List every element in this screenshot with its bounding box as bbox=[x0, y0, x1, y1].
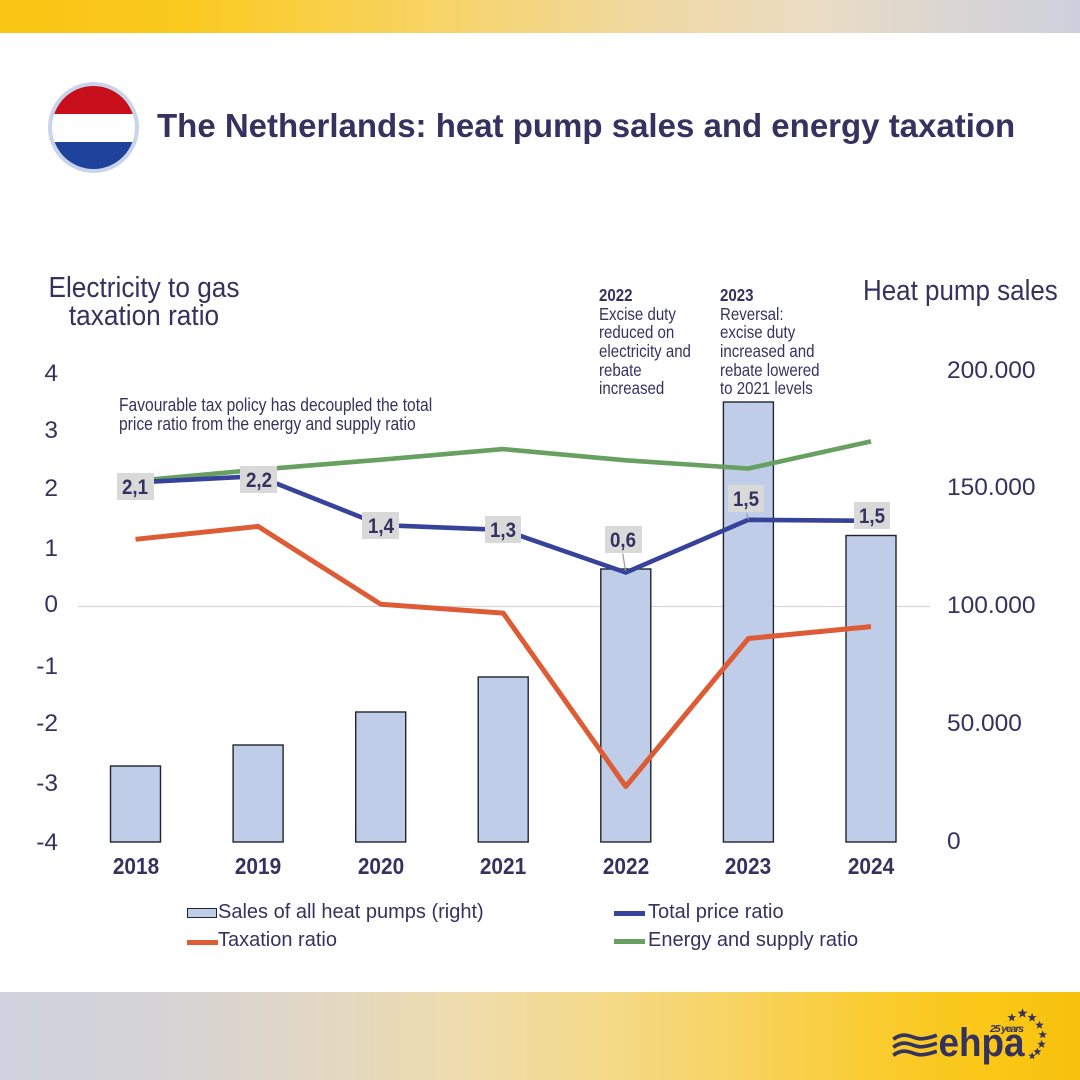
svg-text:ehpa: ehpa bbox=[939, 1021, 1026, 1065]
svg-text:25 years: 25 years bbox=[989, 1023, 1024, 1035]
